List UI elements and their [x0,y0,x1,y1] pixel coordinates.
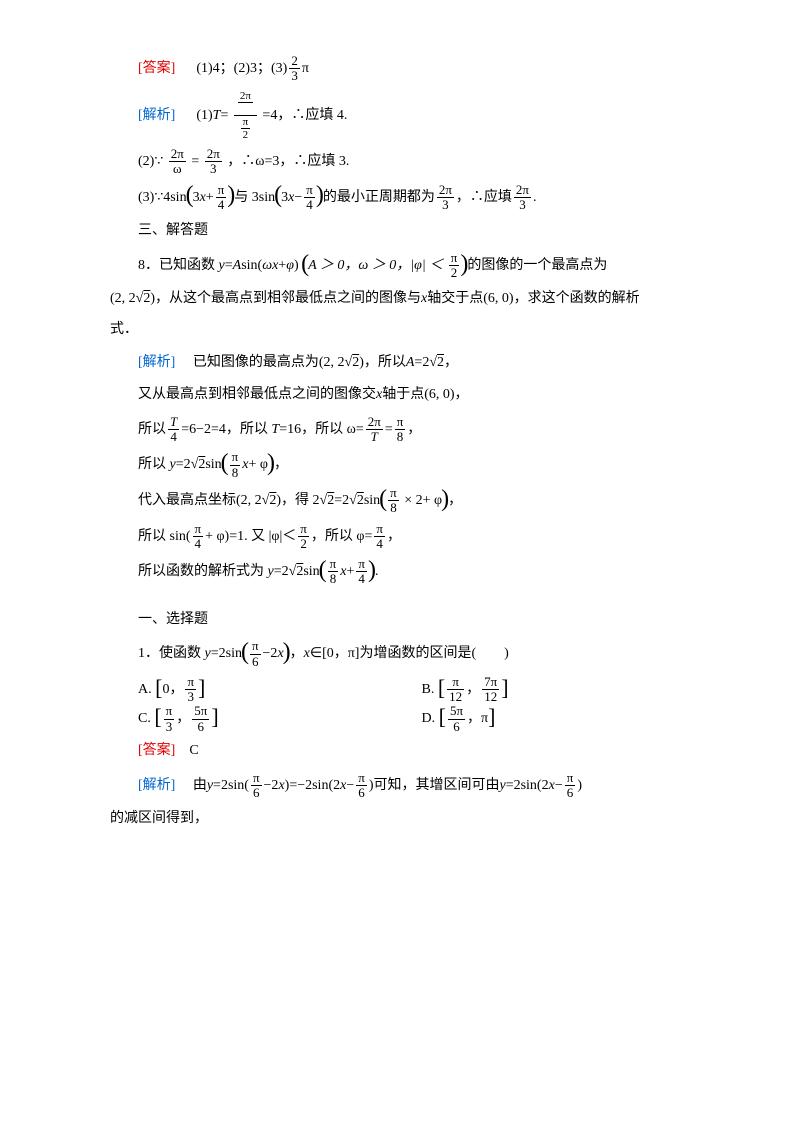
q8-line2: (2, 2√2)，从这个最高点到相邻最低点之间的图像与x轴交于点(6, 0)，求… [110,286,705,313]
answer-label: [答案] [138,61,175,76]
answer-text: (1)4；(2)3；(3) [196,61,287,76]
q1-opts-row2: C. [π3，5π6] D. [5π6，π] [110,704,705,734]
analysis-2: (2)∵ 2πω = 2π3 ，∴ω=3，∴应填 3. [110,147,705,177]
q1-answer: [答案] C [110,738,705,765]
q1-opts-row1: A. [0，π3] B. [π12，7π12] [110,675,705,705]
q1-optC[interactable]: C. [π3，5π6] [138,704,422,734]
analysis-1: [解析] (1)T= 2π π2 =4，∴应填 4. [110,90,705,141]
q1-stem: 1．使函数 y=2sin(π6−2x)，x∈[0，π]为增函数的区间是( ) [110,639,705,669]
analysis-3: (3)∵4sin(3x+π4)与 3sin(3x−π4)的最小正周期都为2π3，… [110,183,705,213]
q1-optA[interactable]: A. [0，π3] [138,675,422,705]
analysis-label: [解析] [138,108,175,123]
sol8-3: 所以T4=6−2=4，所以 T=16，所以 ω=2πT=π8， [110,415,705,445]
section-1: 一、选择题 [110,607,705,634]
q8-line3: 式． [110,317,705,344]
q1-sol-tail: 的减区间得到， [110,806,705,833]
sol8-5: 代入最高点坐标(2, 2√2)，得 2√2=2√2sin(π8 × 2+ φ)， [110,486,705,516]
sol8-7: 所以函数的解析式为 y=2√2sin(π8x+π4). [110,557,705,587]
sol8-1: [解析] 已知图像的最高点为(2, 2√2)，所以A=2√2， [110,350,705,377]
q1-optD[interactable]: D. [5π6，π] [422,704,706,734]
q8-line1: 8．已知函数 y=Asin(ωx+φ) (A ＞ 0，ω ＞ 0，|φ| ＜ π… [110,251,705,281]
sol8-6: 所以 sin(π4+ φ)=1. 又 |φ|＜π2，所以 φ=π4， [110,522,705,552]
spacer [110,593,705,603]
sol8-4: 所以 y=2√2sin(π8x+ φ)， [110,450,705,480]
answer-line: [答案] (1)4；(2)3；(3)23π [110,54,705,84]
section-3: 三、解答题 [110,218,705,245]
q1-sol: [解析] 由y=2sin(π6−2x)=−2sin(2x−π6)可知，其增区间可… [110,771,705,801]
sol8-2: 又从最高点到相邻最低点之间的图像交x轴于点(6, 0)， [110,382,705,409]
q1-optB[interactable]: B. [π12，7π12] [422,675,706,705]
